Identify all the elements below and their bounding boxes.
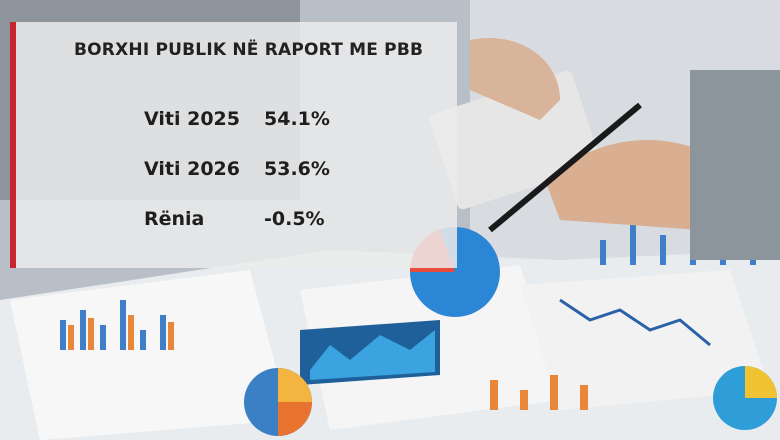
row-label: Rënia bbox=[144, 208, 205, 230]
panel-title: BORXHI PUBLIK NË RAPORT ME PBB bbox=[74, 40, 424, 60]
row-label: Viti 2025 bbox=[144, 108, 240, 130]
row-label: Viti 2026 bbox=[144, 158, 240, 180]
row-value: -0.5% bbox=[264, 208, 325, 230]
info-panel: BORXHI PUBLIK NË RAPORT ME PBB Viti 2025… bbox=[10, 22, 457, 268]
row-value: 53.6% bbox=[264, 158, 330, 180]
row-value: 54.1% bbox=[264, 108, 330, 130]
